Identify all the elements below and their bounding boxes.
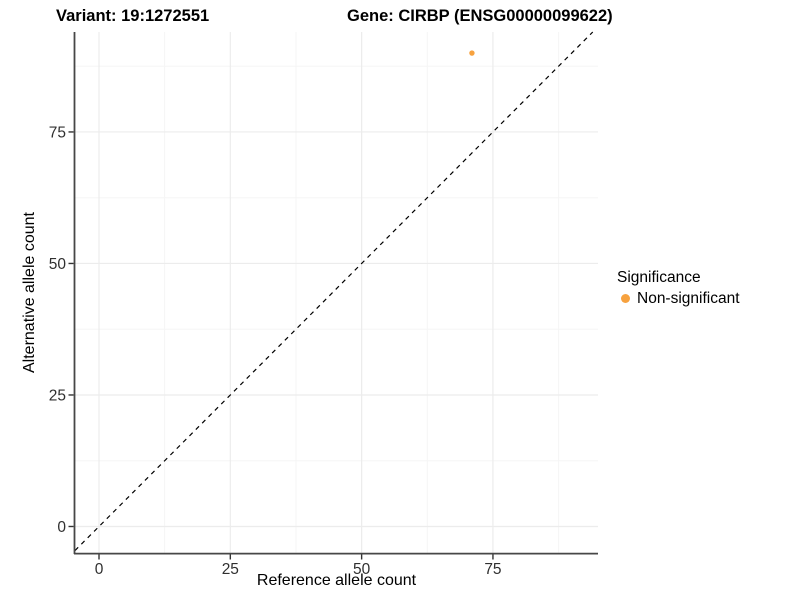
variant-title: Variant: 19:1272551 <box>56 7 210 25</box>
panel-background <box>75 32 598 553</box>
y-tick-label: 75 <box>49 124 66 141</box>
legend-title: Significance <box>617 269 701 286</box>
data-point <box>469 50 475 56</box>
legend: Significance Non-significant <box>617 268 740 307</box>
legend-label: Non-significant <box>637 290 740 307</box>
x-axis-title: Reference allele count <box>256 572 417 589</box>
x-tick-label: 75 <box>484 561 501 578</box>
y-tick-label: 25 <box>49 387 66 404</box>
y-tick-label: 0 <box>57 519 66 536</box>
y-axis-title: Alternative allele count <box>21 212 38 373</box>
legend-item: Non-significant <box>617 290 740 307</box>
x-tick-label: 25 <box>222 561 239 578</box>
x-tick-label: 0 <box>95 561 104 578</box>
gene-title: Gene: CIRBP (ENSG00000099622) <box>347 7 613 25</box>
y-tick-label: 50 <box>49 256 67 273</box>
legend-items: Non-significant <box>617 290 740 307</box>
x-tick-label: 50 <box>353 561 371 578</box>
legend-point-icon <box>621 294 630 303</box>
